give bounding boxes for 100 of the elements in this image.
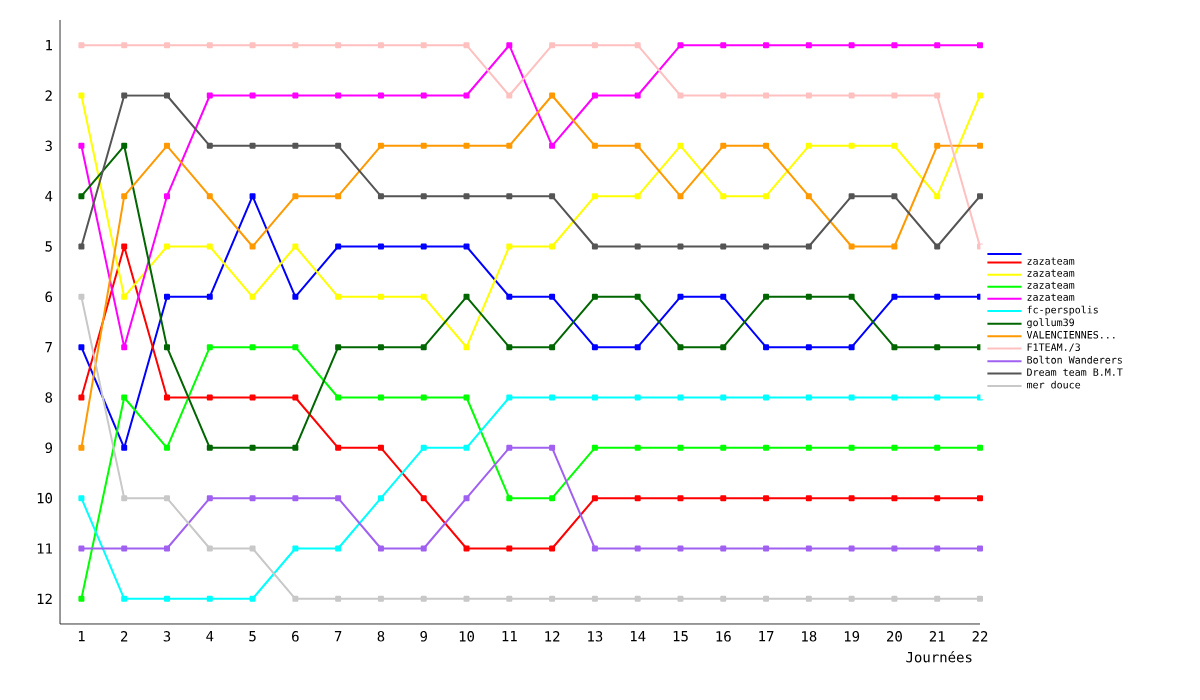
point [549, 394, 556, 401]
point [977, 595, 983, 602]
point [164, 545, 170, 552]
point [78, 42, 85, 49]
point [677, 42, 684, 49]
point [420, 344, 427, 351]
point [591, 42, 598, 49]
point [249, 293, 256, 300]
point [249, 444, 256, 451]
point [164, 42, 170, 49]
point [292, 293, 299, 300]
point [206, 243, 213, 250]
point [720, 595, 727, 602]
point [463, 595, 470, 602]
point [292, 42, 299, 49]
point [463, 344, 470, 351]
point [506, 394, 513, 401]
point [977, 495, 983, 502]
point [292, 444, 299, 451]
point [634, 595, 641, 602]
point [848, 243, 855, 250]
point [720, 243, 727, 250]
point [763, 495, 770, 502]
point [335, 92, 342, 99]
point [164, 243, 170, 250]
point [463, 293, 470, 300]
point [677, 495, 684, 502]
point [977, 444, 983, 451]
point [249, 344, 256, 351]
point [591, 394, 598, 401]
point [720, 293, 727, 300]
point [634, 293, 641, 300]
point [164, 595, 170, 602]
point [677, 444, 684, 451]
point [335, 344, 342, 351]
point [121, 595, 128, 602]
point [506, 243, 513, 250]
point [206, 92, 213, 99]
point [934, 595, 941, 602]
point [420, 444, 427, 451]
point [420, 293, 427, 300]
point [634, 243, 641, 250]
point [335, 444, 342, 451]
point [720, 545, 727, 552]
point [805, 344, 812, 351]
point [591, 142, 598, 149]
point [206, 394, 213, 401]
point [634, 394, 641, 401]
point [549, 444, 556, 451]
point [763, 42, 770, 49]
point [977, 545, 983, 552]
point [763, 545, 770, 552]
point [463, 92, 470, 99]
point [377, 142, 384, 149]
point [335, 495, 342, 502]
point [377, 545, 384, 552]
point [805, 444, 812, 451]
point [420, 92, 427, 99]
point [677, 142, 684, 149]
point [763, 92, 770, 99]
point [763, 142, 770, 149]
point [506, 142, 513, 149]
point [805, 142, 812, 149]
point [78, 142, 85, 149]
point [549, 495, 556, 502]
point [164, 394, 170, 401]
point [78, 344, 85, 351]
point [164, 293, 170, 300]
point [549, 42, 556, 49]
point [848, 595, 855, 602]
point [463, 444, 470, 451]
point [934, 142, 941, 149]
point [677, 595, 684, 602]
point [78, 394, 85, 401]
point [292, 243, 299, 250]
point [549, 344, 556, 351]
point [78, 444, 85, 451]
point [121, 42, 128, 49]
point [420, 394, 427, 401]
point [677, 293, 684, 300]
point [420, 495, 427, 502]
point [720, 444, 727, 451]
point [249, 545, 256, 552]
point [720, 394, 727, 401]
point [549, 545, 556, 552]
point [377, 394, 384, 401]
point [805, 92, 812, 99]
point [463, 545, 470, 552]
point [506, 495, 513, 502]
point [335, 545, 342, 552]
point [763, 243, 770, 250]
point [335, 42, 342, 49]
point [78, 495, 85, 502]
point [977, 142, 983, 149]
point [335, 243, 342, 250]
point [763, 394, 770, 401]
point [506, 595, 513, 602]
point [634, 42, 641, 49]
point [591, 444, 598, 451]
point [677, 394, 684, 401]
